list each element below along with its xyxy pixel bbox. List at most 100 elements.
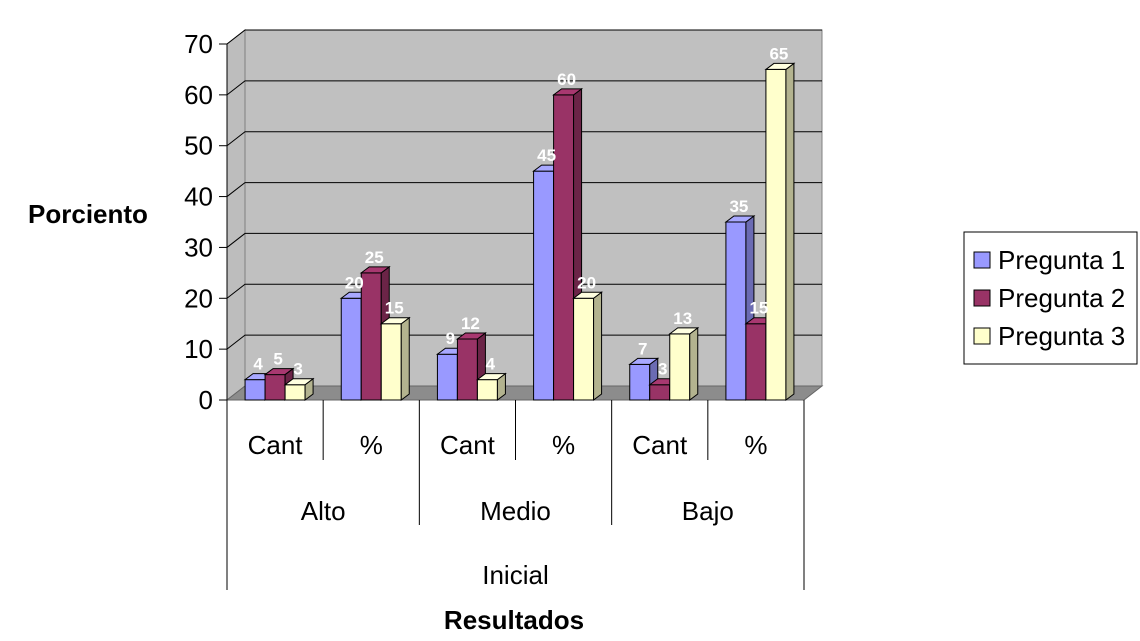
bar-front: [649, 384, 671, 401]
data-label: 4: [486, 355, 496, 374]
bar-1-6: [724, 215, 756, 401]
grid-line: [226, 334, 822, 350]
x-level-label: Alto: [301, 496, 346, 526]
bar-front: [765, 68, 787, 401]
bar-3-6: [764, 62, 796, 401]
y-tick-label: 20: [184, 283, 213, 313]
bar-top: [475, 373, 507, 381]
x-category-label: %: [744, 430, 767, 460]
grid-line: [226, 80, 822, 96]
bar-front: [725, 221, 747, 401]
x-category-label: Cant: [440, 430, 496, 460]
y-tick-label: 0: [199, 385, 213, 415]
data-label: 65: [769, 44, 788, 63]
bar-top: [263, 368, 295, 376]
legend-swatch: [973, 327, 991, 345]
legend-box: [963, 231, 1138, 365]
data-label: 5: [273, 350, 282, 369]
data-label: 15: [385, 299, 404, 318]
bar-front: [669, 333, 691, 401]
bar-front: [360, 272, 382, 401]
bar-side: [593, 291, 603, 401]
bar-3-3: [475, 372, 507, 401]
bar-top: [455, 332, 487, 340]
bar-side: [785, 62, 795, 401]
data-label: 4: [253, 355, 263, 374]
grid-line: [226, 232, 822, 248]
x-category-label: %: [360, 430, 383, 460]
bar-front: [573, 297, 595, 401]
bar-front: [284, 384, 306, 401]
bar-front: [533, 170, 555, 401]
x-group-label: Inicial: [482, 560, 548, 590]
data-label: 45: [537, 146, 556, 165]
bar-front: [553, 94, 575, 401]
bar-front: [476, 379, 498, 401]
bar-top: [572, 291, 604, 299]
bar-front: [380, 323, 402, 401]
bar-top: [628, 357, 660, 365]
legend-label: Pregunta 3: [998, 321, 1125, 351]
bar-front: [264, 374, 286, 401]
x-category-label: %: [552, 430, 575, 460]
data-label: 25: [365, 248, 384, 267]
data-label: 20: [577, 273, 596, 292]
bar-3-5: [668, 326, 700, 401]
data-label: 3: [658, 360, 667, 379]
legend: Pregunta 1 Pregunta 2 Pregunta 3: [963, 231, 1138, 365]
data-label: 12: [461, 314, 480, 333]
bar-top: [283, 378, 315, 386]
data-label: 60: [557, 70, 576, 89]
data-label: 13: [673, 309, 692, 328]
bar-3-1: [283, 377, 315, 401]
bar-front: [436, 353, 458, 401]
bar-front: [629, 363, 651, 401]
bar-front: [456, 338, 478, 401]
y-axis-title: Porciento: [28, 199, 148, 229]
bar-top: [359, 266, 391, 274]
x-level-label: Medio: [480, 496, 551, 526]
x-axis-categories: Cant% Cant% Cant % Alto Medio Bajo Inicial: [226, 400, 805, 590]
bar-side: [400, 316, 410, 401]
grid-lines: [226, 29, 822, 350]
legend-label: Pregunta 1: [998, 245, 1125, 275]
data-label: 20: [345, 273, 364, 292]
y-axis-ticks: 0 10 20 30 40 50 60 70: [184, 29, 228, 415]
y-tick-label: 70: [184, 29, 213, 59]
grid-line: [226, 131, 822, 147]
bars: [243, 62, 796, 401]
y-tick-label: 60: [184, 80, 213, 110]
legend-swatch: [973, 289, 991, 307]
y-tick-label: 40: [184, 182, 213, 212]
legend-label: Pregunta 2: [998, 283, 1125, 313]
y-tick-label: 50: [184, 131, 213, 161]
data-label: 9: [446, 329, 455, 348]
x-level-label: Bajo: [682, 496, 734, 526]
grid-line: [226, 182, 822, 197]
grid-line: [226, 283, 822, 299]
bar-top: [668, 327, 700, 335]
grid-line: [226, 29, 822, 45]
bar-3-2: [379, 316, 411, 401]
y-tick-label: 10: [184, 334, 213, 364]
legend-swatch: [973, 251, 991, 269]
bar-top: [724, 215, 756, 223]
x-category-label: Cant: [632, 430, 688, 460]
bar-3-4: [572, 291, 604, 401]
bar-front: [745, 323, 767, 401]
y-tick-label: 30: [184, 232, 213, 262]
x-category-label: Cant: [248, 430, 304, 460]
bar-front: [340, 297, 362, 401]
side-wall: [226, 28, 246, 402]
bar-top: [552, 88, 584, 96]
bar-front: [244, 379, 266, 401]
data-label: 35: [729, 197, 748, 216]
bar-side: [689, 326, 699, 401]
bar-top: [764, 62, 796, 70]
x-axis-title: Resultados: [444, 605, 584, 635]
data-label: 3: [293, 360, 302, 379]
bar-top: [379, 317, 411, 325]
data-label: 15: [749, 299, 768, 318]
